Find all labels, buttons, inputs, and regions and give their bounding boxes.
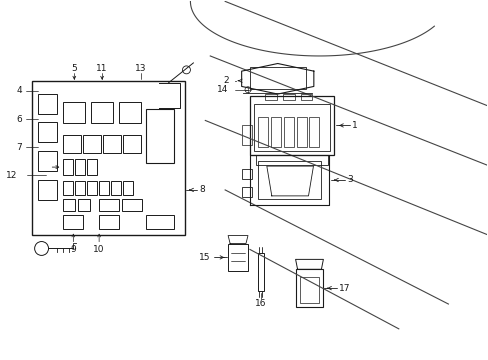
Bar — [257, 253, 264, 291]
Bar — [296, 117, 306, 147]
Bar — [63, 135, 81, 153]
Bar — [300, 94, 312, 100]
Text: 3: 3 — [346, 175, 352, 184]
Bar — [32, 81, 185, 235]
Bar — [38, 122, 57, 142]
Bar — [91, 102, 113, 123]
Text: 16: 16 — [255, 298, 266, 307]
Text: 15: 15 — [198, 253, 210, 262]
Bar — [63, 199, 75, 211]
Bar — [63, 102, 85, 123]
Bar — [78, 199, 90, 211]
Text: 8: 8 — [199, 185, 204, 194]
Bar — [283, 117, 293, 147]
Text: 9: 9 — [70, 245, 76, 254]
Bar — [99, 215, 119, 229]
Bar — [299, 277, 319, 303]
Bar — [75, 159, 85, 175]
Bar — [87, 181, 97, 195]
Text: 1: 1 — [351, 121, 357, 130]
Bar — [295, 269, 323, 307]
Bar — [122, 135, 141, 153]
Bar — [99, 181, 109, 195]
Text: 17: 17 — [339, 284, 350, 293]
Bar — [282, 94, 294, 100]
Bar — [249, 67, 305, 89]
Bar — [145, 109, 173, 163]
Bar — [63, 215, 83, 229]
Bar — [264, 94, 276, 100]
Bar — [63, 181, 73, 195]
Bar — [255, 155, 327, 165]
Bar — [242, 187, 251, 197]
Text: 6: 6 — [16, 115, 21, 124]
Bar — [309, 117, 319, 147]
Bar — [270, 117, 280, 147]
Bar — [38, 180, 57, 200]
Text: 5: 5 — [71, 64, 77, 73]
Bar — [257, 117, 267, 147]
Bar — [83, 135, 101, 153]
Bar — [242, 169, 251, 179]
Bar — [111, 181, 121, 195]
Text: 12: 12 — [6, 171, 18, 180]
Bar — [87, 159, 97, 175]
Bar — [257, 161, 321, 199]
Bar — [122, 199, 142, 211]
Text: 11: 11 — [96, 64, 108, 73]
Bar — [145, 215, 173, 229]
Bar — [122, 181, 133, 195]
Text: 14: 14 — [216, 85, 228, 94]
Bar — [75, 181, 85, 195]
Text: 13: 13 — [135, 64, 146, 73]
Bar — [38, 151, 57, 171]
Text: 2: 2 — [223, 76, 228, 85]
Bar — [242, 125, 251, 145]
Text: 4: 4 — [16, 86, 21, 95]
Bar — [253, 104, 330, 151]
Bar — [119, 102, 141, 123]
Bar — [228, 243, 247, 271]
Bar — [249, 96, 334, 155]
Bar — [38, 94, 57, 113]
Text: 7: 7 — [16, 143, 21, 152]
Bar — [103, 135, 121, 153]
Text: 10: 10 — [93, 245, 104, 254]
Bar — [63, 159, 73, 175]
Bar — [99, 199, 119, 211]
